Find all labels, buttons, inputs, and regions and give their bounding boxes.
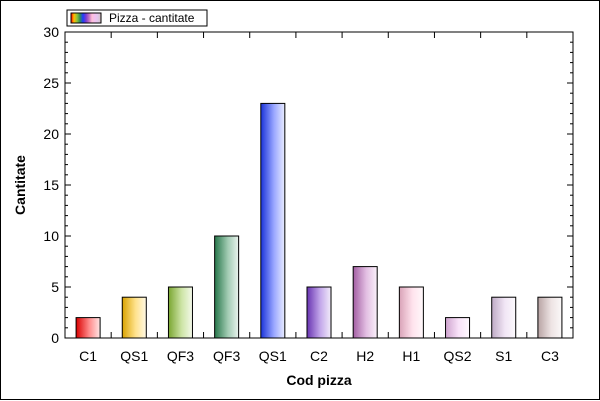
legend-swatch [70, 12, 102, 24]
bar-4 [260, 102, 286, 339]
bar-2 [167, 286, 193, 339]
y-tick-label: 0 [51, 330, 59, 346]
x-tick-label: C3 [541, 348, 559, 364]
legend-label: Pizza - cantitate [109, 11, 195, 25]
x-axis-title: Cod pizza [286, 372, 352, 388]
x-tick-label: QF3 [167, 348, 194, 364]
y-tick-label: 10 [43, 228, 59, 244]
legend: Pizza - cantitate [66, 9, 208, 27]
bar-8 [445, 317, 471, 339]
bar-9 [491, 296, 517, 339]
x-tick-label: C2 [310, 348, 328, 364]
x-tick-label: H2 [356, 348, 374, 364]
legend-box [66, 9, 208, 27]
x-tick-label: QS2 [444, 348, 472, 364]
x-tick-label: S1 [495, 348, 512, 364]
y-tick-label: 5 [51, 279, 59, 295]
x-tick-label: H1 [402, 348, 420, 364]
y-tick-label: 15 [43, 177, 59, 193]
bar-1 [121, 296, 147, 339]
x-tick-label: C1 [79, 348, 97, 364]
y-tick-label: 25 [43, 75, 59, 91]
bar-6 [352, 266, 378, 339]
y-tick-label: 30 [43, 24, 59, 40]
bar-0 [75, 317, 101, 339]
bar-10 [537, 296, 563, 339]
y-axis: 0 5 10 15 20 25 30 [43, 24, 573, 346]
bar-5 [306, 286, 332, 339]
x-axis: C1 QS1 QF3 QF3 QS1 C2 H2 H1 QS2 S1 C3 [79, 32, 559, 364]
x-tick-label: QF3 [213, 348, 240, 364]
y-tick-label: 20 [43, 126, 59, 142]
bar-7 [398, 286, 424, 339]
y-axis-title: Cantitate [12, 155, 28, 215]
bar-3 [214, 235, 240, 339]
x-tick-label: QS1 [120, 348, 148, 364]
bars [75, 102, 563, 339]
x-tick-label: QS1 [259, 348, 287, 364]
